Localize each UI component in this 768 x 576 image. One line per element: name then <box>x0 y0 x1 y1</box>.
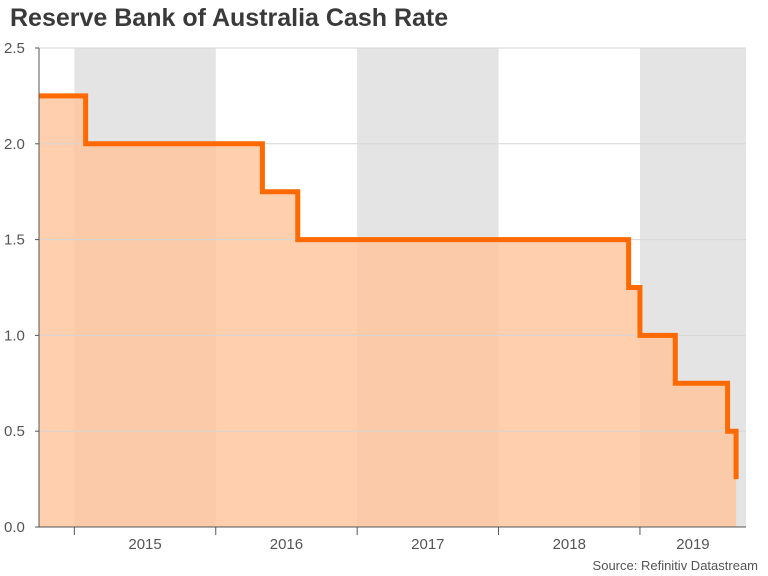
y-tick-label: 2.0 <box>4 136 25 153</box>
y-tick-label: 0.0 <box>4 519 25 536</box>
axes <box>35 47 746 535</box>
chart-title: Reserve Bank of Australia Cash Rate <box>10 4 449 32</box>
x-tick-label: 2016 <box>270 536 303 553</box>
y-tick-label: 0.5 <box>4 423 25 440</box>
x-tick-labels: 2015 2016 2017 2018 2019 <box>128 536 709 553</box>
y-tick-labels: 0.0 0.5 1.0 1.5 2.0 2.5 <box>4 40 25 536</box>
source-note: Source: Refinitiv Datastream <box>592 558 758 573</box>
y-tick-label: 1.5 <box>4 232 25 249</box>
cash-rate-area <box>39 95 737 528</box>
cash-rate-line <box>39 93 739 480</box>
y-tick-label: 2.5 <box>4 40 25 57</box>
x-tick-label: 2015 <box>128 536 161 553</box>
y-tick-label: 1.0 <box>4 327 25 344</box>
x-tick-label: 2018 <box>553 536 586 553</box>
x-tick-label: 2019 <box>676 536 709 553</box>
area-layer <box>39 95 737 528</box>
x-tick-label: 2017 <box>411 536 444 553</box>
line-layer <box>39 93 739 480</box>
